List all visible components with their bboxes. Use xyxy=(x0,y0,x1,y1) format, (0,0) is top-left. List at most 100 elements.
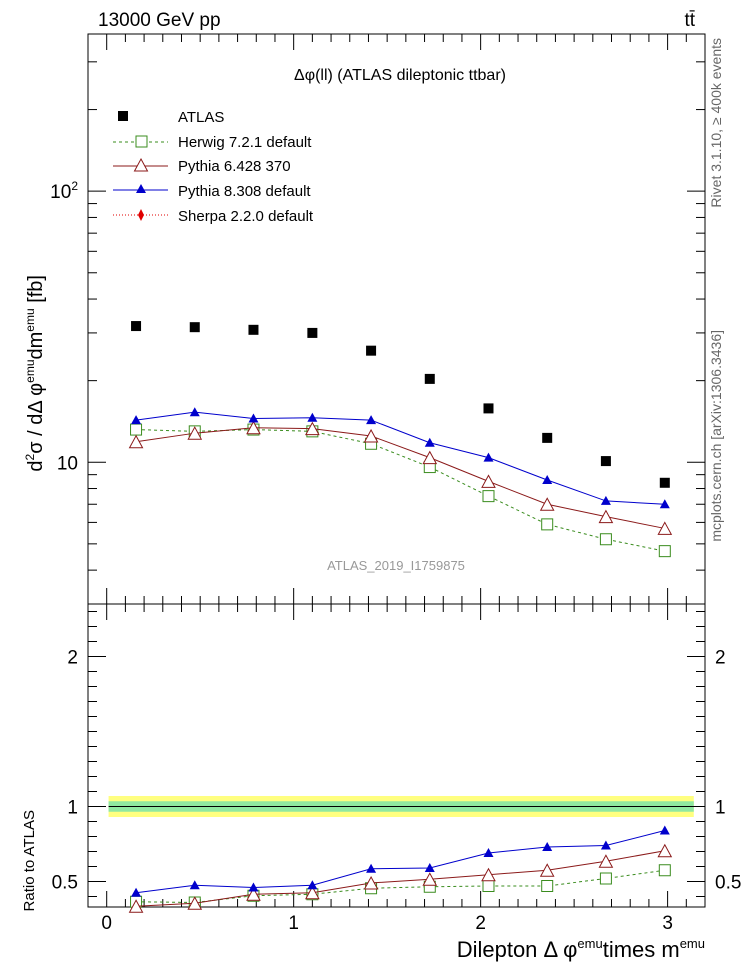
y-tick-label-right: 0.5 xyxy=(715,873,741,894)
ratio-point-herwig-7-2-1-default xyxy=(482,880,495,892)
y-tick-label: 1 xyxy=(67,798,78,819)
legend-label-atlas: ATLAS xyxy=(178,109,224,126)
ratio-point-herwig-7-2-1-default xyxy=(541,880,554,892)
legend-entry-pythia8: Pythia 8.308 default xyxy=(113,183,311,200)
y-tick-label: 2 xyxy=(67,648,78,669)
ratio-point-pythia-8-308-default xyxy=(424,863,435,872)
y-tick-label-right: 1 xyxy=(715,798,726,819)
data-point-pythia-6-428-370 xyxy=(539,497,555,511)
data-point-atlas xyxy=(307,327,318,338)
ratio-point-pythia-6-428-370 xyxy=(246,887,261,901)
data-point-herwig-7-2-1-default xyxy=(541,518,554,531)
legend-entry-herwig: Herwig 7.2.1 default xyxy=(113,134,312,151)
data-point-pythia-6-428-370 xyxy=(657,521,673,535)
legend-label-pythia8: Pythia 8.308 default xyxy=(178,183,311,200)
data-point-pythia-6-428-370 xyxy=(481,474,496,488)
header-energy: 13000 GeV pp xyxy=(98,10,221,31)
data-point-pythia-6-428-370 xyxy=(128,434,144,449)
side-rivet-label: Rivet 3.1.10, ≥ 400k events xyxy=(708,38,724,208)
ratio-y-axis-label: Ratio to ATLAS xyxy=(21,810,38,911)
ratio-point-pythia-6-428-370 xyxy=(305,885,320,900)
ratio-point-pythia-6-428-370 xyxy=(187,896,203,910)
data-point-pythia-8-308-default xyxy=(424,437,435,447)
ratio-point-pythia-6-428-370 xyxy=(128,899,144,913)
legend-marker-atlas xyxy=(118,111,128,121)
legend: ATLAS Herwig 7.2.1 default Pythia 6.428 … xyxy=(113,109,314,225)
y-tick-label: 0.5 xyxy=(52,873,78,894)
data-point-pythia-6-428-370 xyxy=(246,420,261,435)
data-point-pythia-6-428-370 xyxy=(187,426,203,440)
ratio-point-pythia-8-308-default xyxy=(542,842,553,851)
data-point-pythia-8-308-default xyxy=(659,499,670,509)
side-mcplots-label: mcplots.cern.ch [arXiv:1306.3436] xyxy=(708,330,724,542)
legend-marker-pythia8 xyxy=(136,184,146,193)
data-point-herwig-7-2-1-default xyxy=(130,423,143,436)
x-tick-label: 1 xyxy=(288,913,299,934)
main-series xyxy=(128,321,673,558)
data-point-pythia-6-428-370 xyxy=(422,450,438,465)
main-axes: 10 102 xyxy=(50,34,705,605)
legend-label-herwig: Herwig 7.2.1 default xyxy=(178,134,312,151)
ratio-point-herwig-7-2-1-default xyxy=(599,872,612,885)
ratio-point-pythia-6-428-370 xyxy=(657,843,673,858)
ratio-point-pythia-8-308-default xyxy=(248,882,259,892)
ratio-point-pythia-8-308-default xyxy=(189,880,200,890)
ratio-point-pythia-6-428-370 xyxy=(598,854,614,868)
main-y-axis-label: d2σ / dΔ φemudmemu [fb] xyxy=(23,275,47,472)
legend-entry-atlas: ATLAS xyxy=(118,109,224,126)
main-panel: Δφ(ll) (ATLAS dileptonic ttbar) ATLAS_20… xyxy=(23,33,706,605)
data-point-atlas xyxy=(366,345,377,356)
ratio-point-pythia-8-308-default xyxy=(483,848,494,857)
legend-label-pythia6: Pythia 6.428 370 xyxy=(178,158,291,175)
data-point-pythia-8-308-default xyxy=(542,475,553,485)
data-point-pythia-6-428-370 xyxy=(305,421,320,436)
data-point-pythia-8-308-default xyxy=(307,412,318,422)
data-point-pythia-8-308-default xyxy=(131,415,142,425)
x-tick-label: 2 xyxy=(475,913,486,934)
data-point-pythia-8-308-default xyxy=(189,407,200,417)
data-point-atlas xyxy=(542,432,553,443)
data-point-pythia-6-428-370 xyxy=(363,428,379,443)
data-point-atlas xyxy=(424,373,435,384)
series-line-pythia-6-428-370 xyxy=(135,427,665,529)
ratio-line-pythia-6-428-370 xyxy=(136,850,665,907)
data-point-atlas xyxy=(659,477,670,488)
x-axis-label: Dilepton Δ φemutimes memu xyxy=(457,936,705,962)
legend-entry-sherpa: Sherpa 2.2.0 default xyxy=(113,208,314,225)
data-point-atlas xyxy=(189,322,200,333)
data-point-atlas xyxy=(248,324,259,335)
ratio-uncertainty-bands xyxy=(108,796,694,817)
x-tick-label: 0 xyxy=(101,913,112,934)
data-point-atlas xyxy=(131,321,142,332)
ratio-series xyxy=(128,825,673,913)
ratio-line-herwig-7-2-1-default xyxy=(136,869,665,904)
ratio-point-pythia-8-308-default xyxy=(659,825,670,835)
legend-marker-herwig xyxy=(135,135,148,148)
legend-marker-pythia6 xyxy=(133,157,149,172)
legend-label-sherpa: Sherpa 2.2.0 default xyxy=(178,208,314,225)
data-point-herwig-7-2-1-default xyxy=(599,533,612,546)
ratio-point-pythia-6-428-370 xyxy=(481,867,496,882)
legend-entry-pythia6: Pythia 6.428 370 xyxy=(113,157,291,175)
y-tick-label: 10 xyxy=(57,453,78,474)
series-line-herwig-7-2-1-default xyxy=(136,429,665,552)
data-point-pythia-8-308-default xyxy=(366,415,377,425)
data-point-pythia-8-308-default xyxy=(600,495,611,505)
ratio-point-herwig-7-2-1-default xyxy=(658,864,671,877)
ratio-point-pythia-6-428-370 xyxy=(539,863,555,877)
ratio-line-pythia-8-308-default xyxy=(135,830,665,894)
ratio-point-pythia-8-308-default xyxy=(307,880,318,890)
ratio-axes: 0 1 2 3 0.5 0.5 1 1 2 2 xyxy=(52,604,741,934)
ratio-frame xyxy=(87,603,706,908)
x-tick-label: 3 xyxy=(662,913,673,934)
series-line-pythia-8-308-default xyxy=(135,411,665,505)
watermark: ATLAS_2019_I1759875 xyxy=(327,558,465,573)
ratio-point-pythia-8-308-default xyxy=(366,863,377,873)
header-process: tt̄ xyxy=(684,10,695,31)
ratio-point-pythia-8-308-default xyxy=(600,840,611,850)
ratio-panel: Ratio to ATLAS 0 1 2 3 0.5 0.5 1 1 2 2 xyxy=(21,603,741,934)
data-point-atlas xyxy=(600,456,611,467)
data-point-herwig-7-2-1-default xyxy=(658,545,671,558)
ratio-point-pythia-6-428-370 xyxy=(422,872,438,886)
